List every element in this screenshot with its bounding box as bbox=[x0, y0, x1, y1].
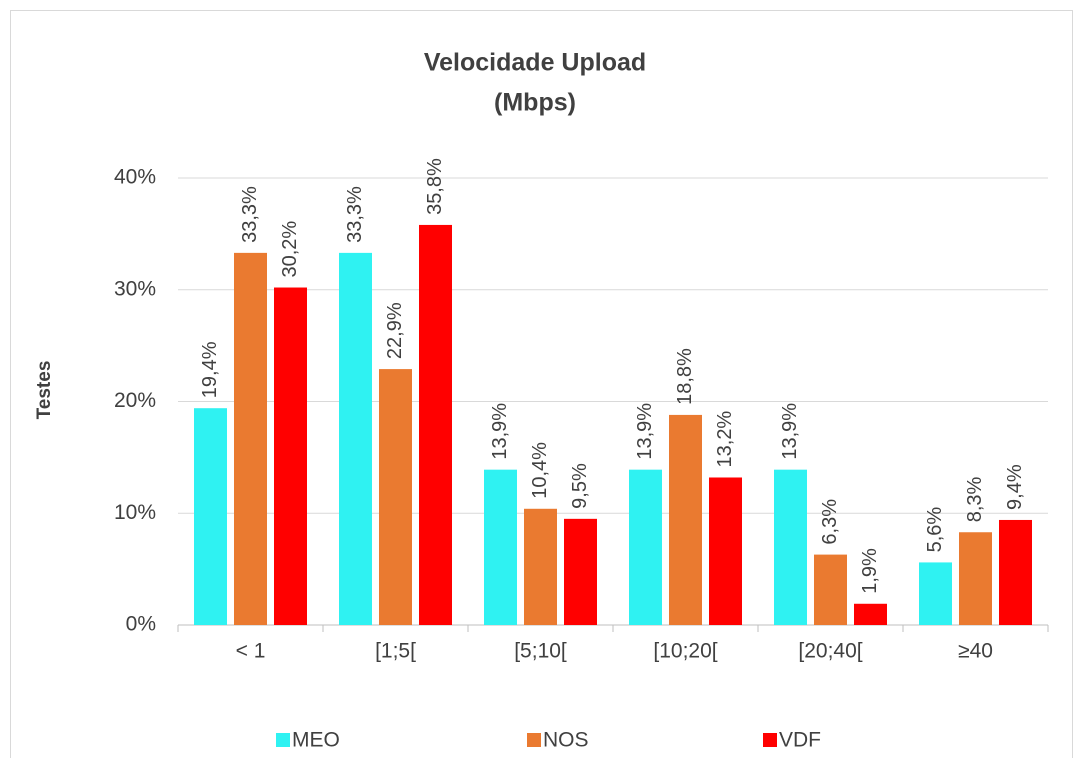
chart-title: Velocidade Upload bbox=[424, 49, 646, 77]
bar bbox=[274, 287, 307, 625]
data-label: 10,4% bbox=[529, 442, 551, 499]
bar bbox=[234, 252, 267, 625]
chart-subtitle: (Mbps) bbox=[494, 89, 576, 117]
data-label: 13,9% bbox=[489, 403, 511, 460]
bar bbox=[629, 469, 662, 625]
data-label: 5,6% bbox=[924, 507, 946, 553]
legend-swatch bbox=[527, 733, 541, 747]
data-label: 9,5% bbox=[569, 463, 591, 509]
bar bbox=[919, 562, 952, 625]
data-label: 35,8% bbox=[424, 158, 446, 215]
bar bbox=[999, 519, 1032, 625]
bar bbox=[194, 408, 227, 625]
data-label: 13,9% bbox=[779, 403, 801, 460]
x-tick-label: [20;40[ bbox=[798, 640, 862, 663]
y-tick-label: 20% bbox=[114, 389, 156, 412]
bar bbox=[339, 252, 372, 625]
bar bbox=[709, 477, 742, 625]
x-tick-label: [1;5[ bbox=[375, 640, 416, 663]
bar bbox=[484, 469, 517, 625]
legend-swatch bbox=[763, 733, 777, 747]
x-tick-label: < 1 bbox=[236, 640, 266, 663]
bar bbox=[774, 469, 807, 625]
y-tick-label: 0% bbox=[126, 613, 156, 636]
y-tick-label: 10% bbox=[114, 501, 156, 524]
data-label: 18,8% bbox=[674, 348, 696, 405]
bar bbox=[379, 369, 412, 625]
legend-label: NOS bbox=[543, 729, 589, 752]
y-tick-label: 30% bbox=[114, 277, 156, 300]
bar bbox=[854, 603, 887, 625]
data-label: 8,3% bbox=[964, 476, 986, 522]
data-label: 9,4% bbox=[1004, 464, 1026, 510]
bar bbox=[959, 532, 992, 625]
legend-swatch bbox=[276, 733, 290, 747]
data-label: 13,9% bbox=[634, 403, 656, 460]
data-label: 22,9% bbox=[384, 302, 406, 359]
legend-label: MEO bbox=[292, 729, 340, 752]
data-label: 13,2% bbox=[714, 411, 736, 468]
y-tick-label: 40% bbox=[114, 166, 156, 189]
data-label: 6,3% bbox=[819, 499, 841, 545]
x-tick-label: [10;20[ bbox=[653, 640, 717, 663]
data-label: 1,9% bbox=[859, 548, 881, 594]
bar bbox=[564, 518, 597, 625]
bar bbox=[419, 224, 452, 625]
y-axis-label: Testes bbox=[34, 361, 55, 420]
bar bbox=[669, 414, 702, 625]
chart-frame bbox=[10, 10, 1073, 758]
bar bbox=[524, 508, 557, 625]
x-tick-label: [5;10[ bbox=[514, 640, 567, 663]
data-label: 19,4% bbox=[199, 341, 221, 398]
legend-label: VDF bbox=[779, 729, 821, 752]
data-label: 33,3% bbox=[344, 186, 366, 243]
bar bbox=[814, 554, 847, 625]
x-tick-label: ≥40 bbox=[958, 640, 993, 663]
data-label: 30,2% bbox=[279, 221, 301, 278]
data-label: 33,3% bbox=[239, 186, 261, 243]
